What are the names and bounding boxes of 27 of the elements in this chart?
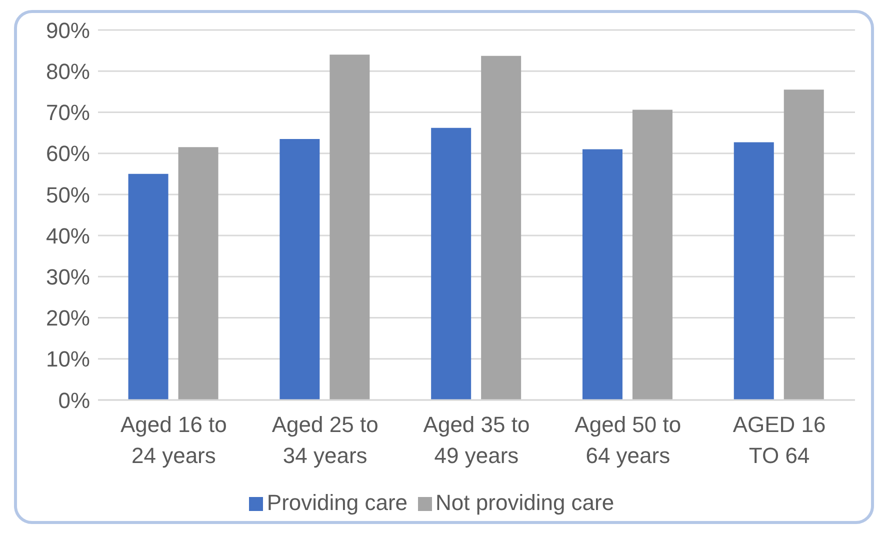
y-tick-label: 40% — [46, 223, 90, 248]
y-tick-label: 60% — [46, 141, 90, 166]
legend-label: Providing care — [266, 490, 408, 515]
legend-label: Not providing care — [436, 490, 614, 515]
y-tick-label: 20% — [46, 306, 90, 331]
y-tick-label: 90% — [46, 18, 90, 43]
bar — [431, 128, 472, 400]
y-tick-label: 10% — [46, 346, 90, 372]
x-tick-label: Aged 50 to 64 years — [574, 412, 682, 468]
x-tick-label: Aged 16 to 24 years — [120, 412, 227, 468]
y-tick-label: 50% — [46, 182, 90, 208]
bar — [734, 142, 774, 400]
bar — [481, 56, 522, 400]
bar — [784, 90, 824, 400]
x-tick-label: Aged 25 to 34 years — [272, 412, 378, 468]
y-tick-label: 30% — [46, 264, 90, 290]
bar — [632, 110, 672, 400]
bar — [330, 54, 370, 400]
bar — [128, 174, 168, 400]
y-tick-label: 80% — [46, 58, 90, 84]
bar — [582, 149, 622, 400]
bar — [280, 138, 320, 400]
x-tick-label: AGED 16 TO 64 — [732, 412, 826, 468]
bar — [178, 147, 218, 400]
y-tick-label: 70% — [46, 100, 90, 126]
x-tick-label: Aged 35 to 49 years — [423, 412, 530, 468]
y-tick-label: 0% — [58, 388, 90, 413]
